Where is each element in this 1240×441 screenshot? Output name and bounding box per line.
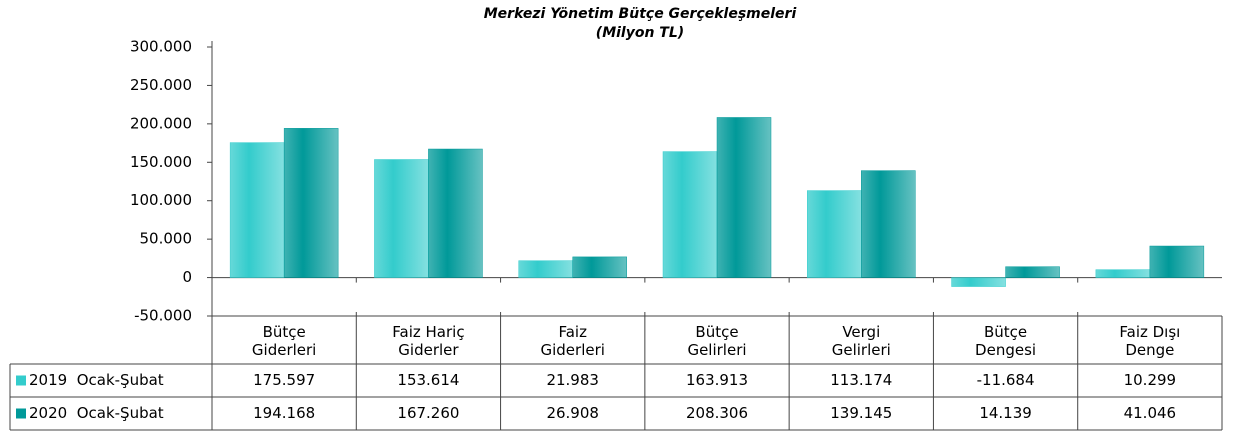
bar	[1005, 266, 1060, 278]
data-label: 153.614	[397, 371, 459, 389]
legend-swatch	[16, 408, 26, 419]
bar	[374, 159, 429, 278]
bar	[662, 151, 718, 278]
legend-label: 2020 Ocak-Şubat	[29, 404, 164, 422]
data-label: 26.908	[546, 404, 599, 422]
y-tick-label: 100.000	[130, 191, 192, 209]
data-label: 14.139	[979, 404, 1032, 422]
x-tick-label: Bütçe Gelirleri	[687, 323, 746, 359]
data-label: 10.299	[1124, 371, 1177, 389]
x-tick-label: Vergi Gelirleri	[832, 323, 891, 359]
bar	[951, 277, 1006, 287]
data-label: 139.145	[830, 404, 892, 422]
y-tick-label: 300.000	[130, 38, 192, 56]
x-tick-label: Bütçe Giderleri	[252, 323, 316, 359]
bar	[572, 256, 627, 278]
data-label: 113.174	[830, 371, 892, 389]
y-tick-label: 200.000	[130, 114, 192, 132]
y-tick-label: -50.000	[134, 307, 192, 325]
y-tick-label: 50.000	[140, 230, 193, 248]
bar	[428, 148, 483, 278]
data-label: 208.306	[686, 404, 748, 422]
x-tick-label: Faiz Hariç Giderler	[392, 323, 464, 359]
legend-swatch	[16, 375, 26, 386]
bar	[807, 190, 862, 278]
chart-title: Merkezi Yönetim Bütçe Gerçekleşmeleri	[484, 6, 797, 22]
data-label: 163.913	[686, 371, 748, 389]
data-label: 194.168	[253, 404, 315, 422]
bar	[283, 128, 339, 278]
bar	[1095, 269, 1151, 278]
data-label: 21.983	[546, 371, 599, 389]
x-tick-label: Bütçe Dengesi	[975, 323, 1036, 359]
bar	[229, 142, 285, 278]
bar	[1149, 245, 1205, 278]
bar	[716, 117, 772, 278]
data-label: -11.684	[977, 371, 1035, 389]
data-label: 175.597	[253, 371, 315, 389]
legend-label: 2019 Ocak-Şubat	[29, 371, 164, 389]
y-tick-label: 250.000	[130, 76, 192, 94]
data-label: 41.046	[1124, 404, 1177, 422]
y-tick-label: 0	[182, 268, 192, 286]
bar	[518, 260, 573, 278]
bar	[861, 170, 916, 278]
data-label: 167.260	[397, 404, 459, 422]
chart-subtitle: (Milyon TL)	[596, 25, 684, 41]
x-tick-label: Faiz Giderleri	[540, 323, 604, 359]
x-tick-label: Faiz Dışı Denge	[1119, 323, 1180, 359]
y-tick-label: 150.000	[130, 153, 192, 171]
